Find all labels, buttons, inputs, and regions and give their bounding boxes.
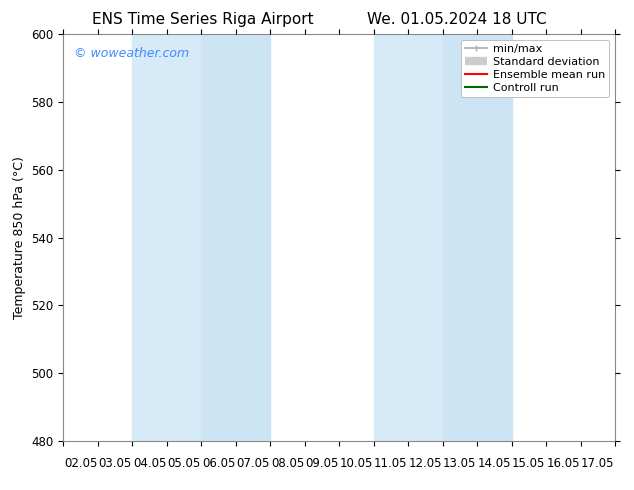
Text: 05.05: 05.05 xyxy=(167,457,201,470)
Text: 09.05: 09.05 xyxy=(305,457,339,470)
Bar xyxy=(373,34,443,441)
Text: 10.05: 10.05 xyxy=(340,457,373,470)
Y-axis label: Temperature 850 hPa (°C): Temperature 850 hPa (°C) xyxy=(13,156,26,319)
Text: 02.05: 02.05 xyxy=(64,457,98,470)
Text: 06.05: 06.05 xyxy=(202,457,235,470)
Text: 07.05: 07.05 xyxy=(236,457,269,470)
Text: 17.05: 17.05 xyxy=(581,457,614,470)
Text: © woweather.com: © woweather.com xyxy=(74,47,190,59)
Text: ENS Time Series Riga Airport: ENS Time Series Riga Airport xyxy=(92,12,314,27)
Text: 16.05: 16.05 xyxy=(547,457,580,470)
Bar xyxy=(443,34,512,441)
Legend: min/max, Standard deviation, Ensemble mean run, Controll run: min/max, Standard deviation, Ensemble me… xyxy=(460,40,609,97)
Bar xyxy=(133,34,202,441)
Text: We. 01.05.2024 18 UTC: We. 01.05.2024 18 UTC xyxy=(366,12,547,27)
Text: 08.05: 08.05 xyxy=(271,457,304,470)
Text: 11.05: 11.05 xyxy=(374,457,408,470)
Text: 12.05: 12.05 xyxy=(409,457,442,470)
Text: 14.05: 14.05 xyxy=(477,457,511,470)
Text: 03.05: 03.05 xyxy=(98,457,132,470)
Bar xyxy=(202,34,270,441)
Text: 13.05: 13.05 xyxy=(443,457,477,470)
Text: 15.05: 15.05 xyxy=(512,457,545,470)
Text: 04.05: 04.05 xyxy=(133,457,166,470)
